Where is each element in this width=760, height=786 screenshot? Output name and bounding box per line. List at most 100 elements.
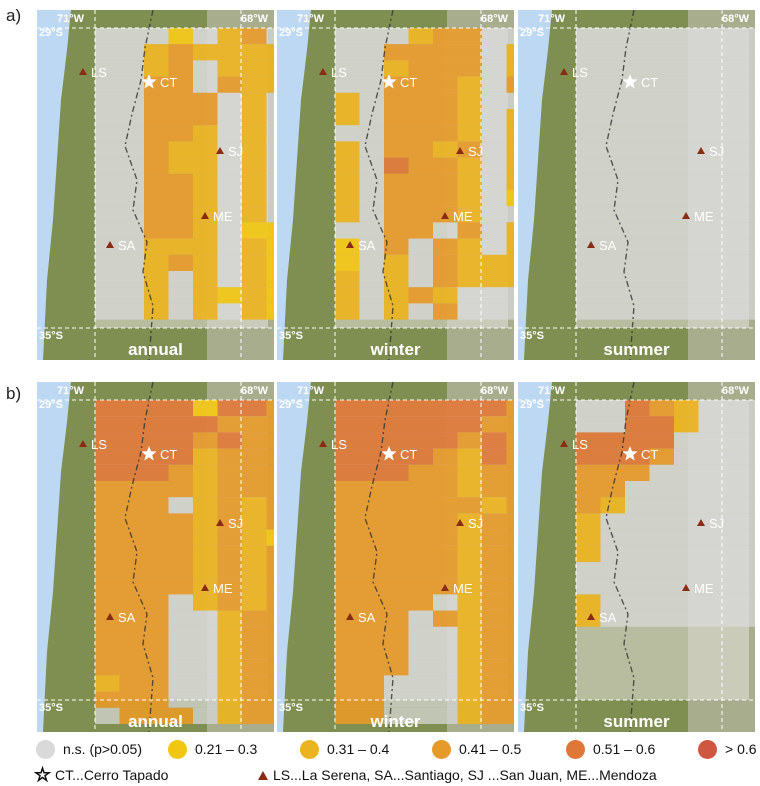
grid-cell	[266, 481, 274, 498]
grid-cell	[95, 707, 120, 724]
grid-cell	[217, 28, 242, 45]
legend-item-class-4: 0.51 – 0.6	[566, 738, 655, 760]
grid-cell	[408, 92, 433, 109]
grid-cell	[457, 173, 482, 190]
grid-cell	[600, 610, 625, 627]
grid-cell	[144, 190, 169, 207]
grid-cell	[433, 125, 458, 142]
grid-cell	[408, 287, 433, 304]
grid-cell	[576, 545, 601, 562]
grid-cell	[119, 254, 144, 271]
grid-cell	[457, 190, 482, 207]
city-triangle-icon	[346, 613, 354, 620]
grid-cell	[674, 271, 699, 288]
grid-cell	[217, 92, 242, 109]
grid-cell	[266, 287, 274, 304]
grid-cell	[723, 545, 748, 562]
grid-cell	[506, 481, 514, 498]
grid-cell	[674, 529, 699, 546]
grid-cell	[144, 254, 169, 271]
grid-cell	[144, 529, 169, 546]
grid-cell	[649, 400, 674, 417]
grid-cell	[576, 448, 601, 465]
grid-cell	[242, 448, 267, 465]
grid-cell	[457, 303, 482, 320]
grid-cell	[193, 157, 218, 174]
grid-cell	[600, 173, 625, 190]
grid-cell	[723, 513, 748, 530]
grid-cell	[649, 578, 674, 595]
grid-cell	[217, 190, 242, 207]
grid-cell	[384, 125, 409, 142]
grid-cell	[359, 497, 384, 514]
grid-cell	[698, 109, 723, 126]
city-label-sa: SA	[358, 238, 376, 253]
grid-cell	[506, 141, 514, 158]
grid-cell	[482, 578, 507, 595]
grid-cell	[217, 400, 242, 417]
grid-cell	[457, 109, 482, 126]
grid-cell	[482, 254, 507, 271]
grid-cell	[193, 44, 218, 61]
grid-cell	[649, 529, 674, 546]
grid-cell	[242, 497, 267, 514]
grid-cell	[95, 254, 120, 271]
city-label-sj: SJ	[468, 516, 483, 531]
grid-cell	[433, 254, 458, 271]
grid-cell	[217, 675, 242, 692]
grid-cell	[576, 190, 601, 207]
grid-cell	[217, 562, 242, 579]
grid-cell	[119, 173, 144, 190]
grid-cell	[217, 578, 242, 595]
grid-cell	[674, 562, 699, 579]
grid-cell	[242, 529, 267, 546]
grid-cell	[576, 206, 601, 223]
grid-cell	[359, 92, 384, 109]
grid-cell	[625, 513, 650, 530]
grid-cell	[144, 432, 169, 449]
grid-cell	[144, 157, 169, 174]
city-triangle-icon	[106, 613, 114, 620]
grid-cell	[168, 610, 193, 627]
city-triangle-icon	[560, 68, 568, 75]
grid-cell	[649, 206, 674, 223]
grid-cell	[384, 141, 409, 158]
grid-cell	[408, 254, 433, 271]
grid-cell	[482, 60, 507, 77]
grid-cell	[384, 659, 409, 676]
grid-cell	[408, 497, 433, 514]
grid-cell	[408, 141, 433, 158]
grid-cell	[625, 287, 650, 304]
grid-cell	[193, 497, 218, 514]
grid-cell	[384, 578, 409, 595]
grid-cell	[674, 222, 699, 239]
grid-cell	[193, 109, 218, 126]
grid-cell	[168, 190, 193, 207]
city-triangle-icon	[697, 147, 705, 154]
grid-cell	[217, 222, 242, 239]
grid-cell	[335, 643, 360, 660]
grid-cell	[168, 643, 193, 660]
grid-cell	[457, 594, 482, 611]
grid-cell	[457, 610, 482, 627]
grid-cell	[242, 254, 267, 271]
grid-cell	[747, 92, 755, 109]
grid-cell	[335, 400, 360, 417]
city-triangle-icon	[682, 212, 690, 219]
grid-cell	[433, 610, 458, 627]
grid-cell	[457, 287, 482, 304]
grid-cell	[600, 141, 625, 158]
lon-label-68w: 68°W	[722, 13, 750, 25]
grid-cell	[168, 659, 193, 676]
grid-cell	[482, 562, 507, 579]
legend-item-class-1: 0.21 – 0.3	[168, 738, 257, 760]
grid-cell	[698, 287, 723, 304]
grid-cell	[747, 125, 755, 142]
grid-cell	[433, 643, 458, 660]
grid-cell	[747, 303, 755, 320]
grid-cell	[359, 222, 384, 239]
ocean-area	[518, 10, 552, 360]
grid-cell	[242, 271, 267, 288]
grid-cell	[335, 562, 360, 579]
grid-cell	[119, 206, 144, 223]
